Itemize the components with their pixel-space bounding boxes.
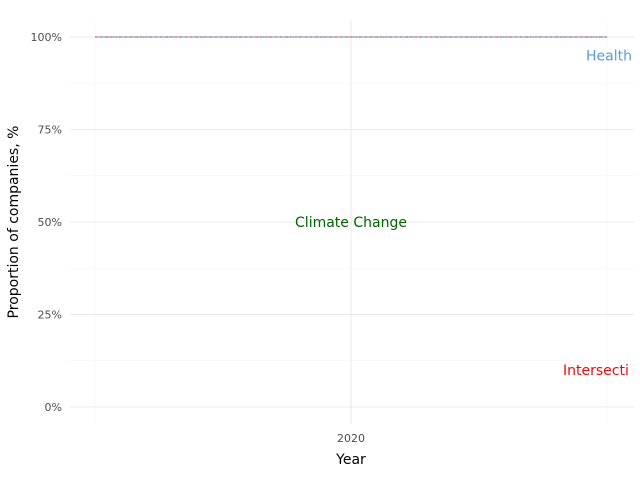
y-tick-label: 25%: [38, 309, 62, 322]
x-axis-title: Year: [335, 452, 366, 468]
x-tick-labels: 2020: [337, 432, 365, 445]
y-tick-label: 50%: [38, 216, 62, 229]
series-annotation: Health: [586, 49, 632, 65]
y-tick-labels: 0% 25% 50% 75% 100%: [31, 31, 62, 414]
y-tick-label: 0%: [45, 401, 62, 414]
series-annotation: Climate Change: [295, 215, 407, 231]
y-axis-title: Proportion of companies, %: [6, 126, 22, 319]
series-annotations: Health Climate Change Intersecti: [295, 49, 632, 380]
series-annotation: Intersecti: [563, 363, 629, 379]
y-tick-label: 75%: [38, 124, 62, 137]
y-tick-label: 100%: [31, 31, 62, 44]
x-tick-label: 2020: [337, 432, 365, 445]
